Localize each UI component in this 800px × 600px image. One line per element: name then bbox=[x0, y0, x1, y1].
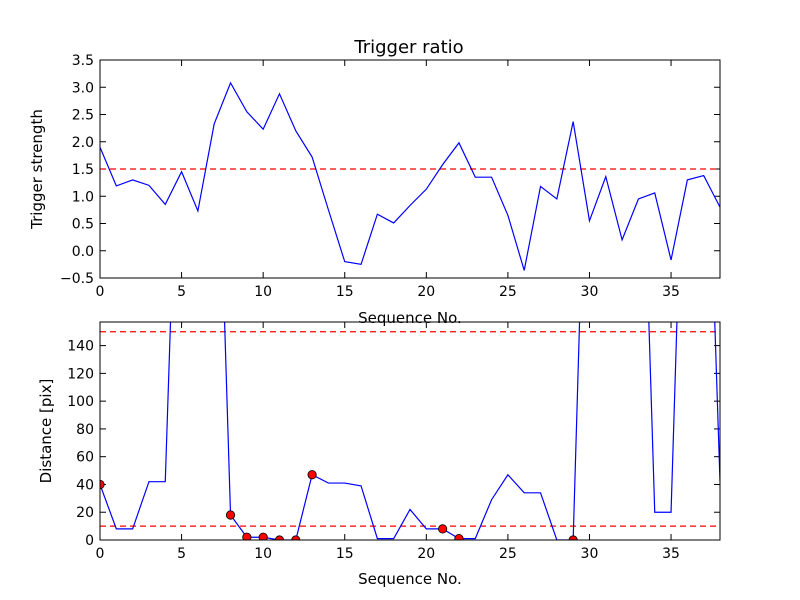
x-tick-label: 25 bbox=[499, 546, 517, 562]
y-tick-label: 1.0 bbox=[72, 189, 94, 205]
y-tick-label: 140 bbox=[67, 339, 94, 355]
top-ticks: 0 5 10 15 20 25 30 35 −0.5 0.0 0.5 1.0 1.5 2.0 2.5 3.0 3… bbox=[60, 53, 720, 300]
x-tick-label: 20 bbox=[417, 546, 435, 562]
bottom-x-axis-label: Sequence No. bbox=[358, 570, 462, 588]
y-tick-label: 0.5 bbox=[72, 217, 94, 233]
data-point bbox=[568, 535, 578, 540]
x-tick-label: 15 bbox=[336, 546, 354, 562]
y-tick-label: 3.0 bbox=[72, 80, 94, 96]
bottom-y-axis-label: Distance [pix] bbox=[37, 379, 55, 484]
y-tick-label: 100 bbox=[67, 394, 94, 410]
x-tick-label: 0 bbox=[96, 284, 105, 300]
x-tick-label: 15 bbox=[336, 284, 354, 300]
subplot-distance: 0 5 10 15 20 25 30 35 0 20 40 60 80 100 120 140 Sequenc… bbox=[37, 321, 721, 588]
data-point bbox=[258, 532, 268, 540]
y-tick-label: 3.5 bbox=[72, 53, 94, 69]
top-marks bbox=[100, 81, 720, 271]
y-tick-label: 2.0 bbox=[72, 135, 94, 151]
top-y-axis-label: Trigger strength bbox=[28, 109, 46, 230]
x-tick-label: 35 bbox=[662, 284, 680, 300]
x-tick-label: 5 bbox=[177, 546, 186, 562]
bottom-axes-frame bbox=[99, 321, 721, 541]
x-tick-label: 30 bbox=[581, 546, 599, 562]
x-tick-label: 35 bbox=[662, 546, 680, 562]
y-tick-label: 2.5 bbox=[72, 108, 94, 124]
x-tick-label: 0 bbox=[96, 546, 105, 562]
y-tick-label: 0 bbox=[85, 533, 94, 549]
x-tick-label: 10 bbox=[254, 284, 272, 300]
bottom-plot-area bbox=[100, 322, 720, 540]
data-point bbox=[100, 479, 105, 490]
data-point bbox=[454, 534, 464, 540]
y-tick-label: 60 bbox=[76, 450, 94, 466]
series-line bbox=[100, 81, 720, 271]
y-tick-label: 1.5 bbox=[72, 162, 94, 178]
x-tick-label: 5 bbox=[177, 284, 186, 300]
top-plot-area bbox=[100, 81, 720, 271]
data-point bbox=[225, 510, 236, 520]
x-tick-label: 10 bbox=[254, 546, 272, 562]
top-axes-frame bbox=[99, 59, 721, 279]
data-point bbox=[242, 532, 252, 540]
data-point bbox=[307, 470, 317, 480]
x-tick-label: 20 bbox=[417, 284, 435, 300]
subplot-trigger-ratio: Trigger ratio 0 5 10 15 20 25 30 35 −0.5 0.0 0.5 1.… bbox=[28, 37, 721, 327]
data-point bbox=[438, 524, 448, 534]
x-tick-label: 25 bbox=[499, 284, 517, 300]
x-tick-label: 30 bbox=[581, 284, 599, 300]
data-point bbox=[291, 535, 301, 540]
bottom-marks bbox=[100, 322, 720, 540]
y-tick-label: 40 bbox=[76, 477, 94, 493]
y-tick-label: −0.5 bbox=[60, 271, 94, 287]
series-line bbox=[100, 322, 720, 540]
chart-title: Trigger ratio bbox=[353, 37, 463, 58]
bottom-ticks: 0 5 10 15 20 25 30 35 0 20 40 60 80 100 120 140 bbox=[67, 322, 720, 562]
y-tick-label: 20 bbox=[76, 505, 94, 521]
top-x-axis-label: Sequence No. bbox=[358, 309, 462, 327]
y-tick-label: 0.0 bbox=[72, 244, 94, 260]
y-tick-label: 120 bbox=[67, 366, 94, 382]
data-point bbox=[274, 535, 285, 540]
y-tick-label: 80 bbox=[76, 422, 94, 438]
